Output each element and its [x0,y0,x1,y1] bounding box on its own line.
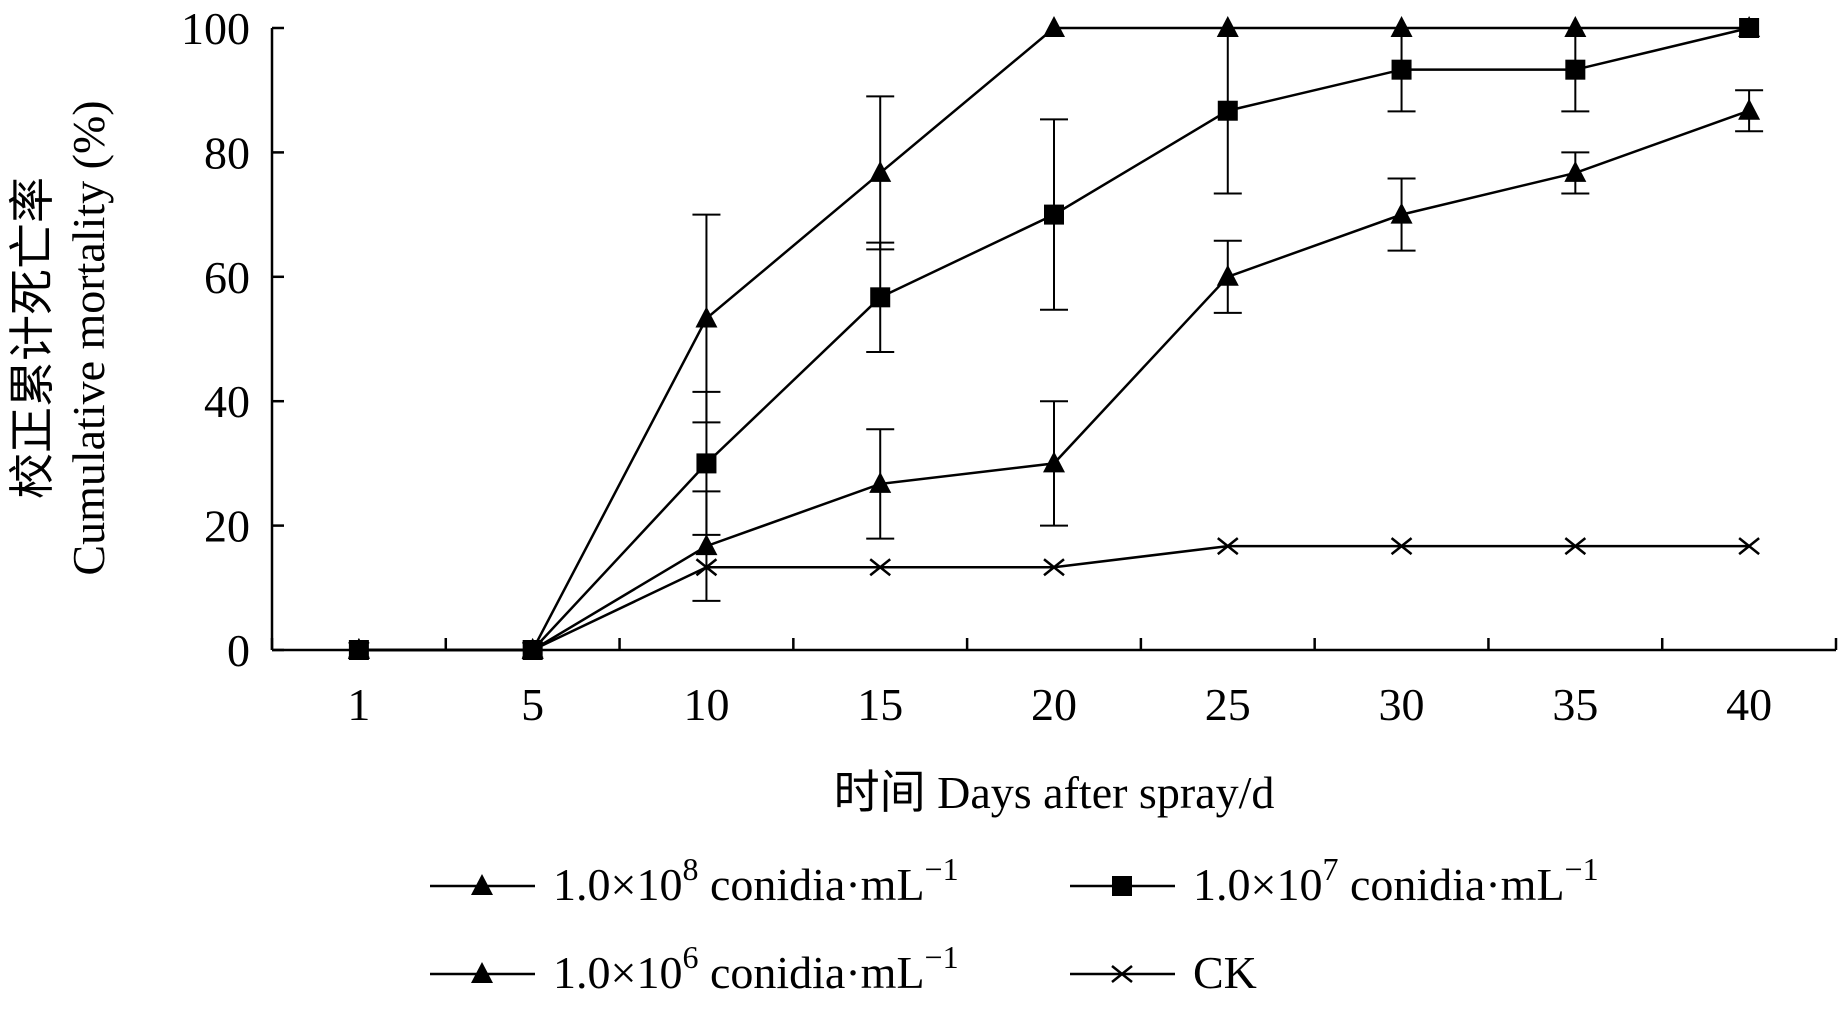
series-4 [348,537,1760,659]
legend-label: 1.0×108 conidia·mL−1 [553,851,959,910]
x-tick-label: 25 [1205,679,1251,730]
data-point-triangle [869,471,892,493]
legend-item: 1.0×106 conidia·mL−1 [430,939,959,998]
x-tick-label: 15 [857,679,903,730]
data-point-cross [1390,537,1413,556]
data-point-square [1565,59,1586,80]
x-tick-label: 40 [1726,679,1772,730]
x-ticks: 1 5 10 15 20 25 30 35 40 [270,638,1838,730]
x-tick-label: 10 [683,679,729,730]
data-point-cross [1216,537,1239,556]
data-point-square [870,287,891,308]
legend-item: 1.0×108 conidia·mL−1 [430,851,959,910]
x-tick-label: 35 [1552,679,1598,730]
data-point-cross [869,558,892,577]
data-point-triangle [869,160,892,182]
legend-label: 1.0×107 conidia·mL−1 [1193,851,1599,910]
data-point-triangle [1043,16,1065,37]
data-point-triangle [471,962,493,983]
y-tick-label: 0 [227,625,250,676]
data-point-cross [695,558,718,577]
data-point-triangle [1390,16,1413,37]
y-tick-label: 20 [204,501,250,552]
series-line [358,544,1750,652]
data-point-triangle [1738,98,1761,120]
y-tick-label: 60 [204,252,250,303]
data-point-square [1112,876,1132,896]
data-point-cross [1111,965,1133,983]
y-tick-label: 100 [181,3,250,54]
legend: 1.0×108 conidia·mL−1 1.0×107 conidia·mL−1… [430,851,1599,998]
x-axis-title: 时间 Days after spray/d [834,767,1275,818]
x-tick-label: 20 [1031,679,1077,730]
data-point-triangle [695,306,718,328]
series-2 [348,18,1760,660]
legend-item: 1.0×107 conidia·mL−1 [1070,851,1599,910]
x-tick-label: 5 [521,679,544,730]
data-point-triangle [695,534,718,556]
data-point-square [1391,59,1412,80]
data-point-cross [348,641,370,659]
data-point-triangle [1043,451,1065,473]
data-point-cross [521,641,544,659]
x-tick-label: 1 [347,679,370,730]
data-point-cross [1564,537,1587,556]
y-axis-title-zh: 校正累计死亡率 [7,177,58,499]
data-point-triangle [1564,16,1587,37]
legend-item: CK [1070,947,1257,998]
y-tick-label: 40 [204,376,250,427]
data-point-triangle [471,874,493,895]
x-tick-label: 30 [1379,679,1425,730]
data-point-square [1217,100,1238,121]
legend-label: 1.0×106 conidia·mL−1 [553,939,959,998]
data-point-square [1739,18,1760,38]
data-point-cross [1043,558,1065,577]
y-axis-title-en: Cumulative mortality (%) [63,100,114,575]
data-point-triangle [1216,16,1239,37]
series-3 [347,89,1764,659]
data-point-cross [1738,537,1760,556]
data-point-triangle [1564,160,1587,182]
series-1 [347,16,1761,659]
data-point-triangle [1216,264,1239,286]
data-point-square [696,453,717,474]
data-point-square [1044,204,1064,225]
y-ticks: 0 20 40 60 80 100 [181,3,284,676]
series-layer [347,16,1764,660]
data-point-triangle [1390,202,1413,224]
y-tick-label: 80 [204,127,250,178]
legend-label: CK [1193,947,1257,998]
